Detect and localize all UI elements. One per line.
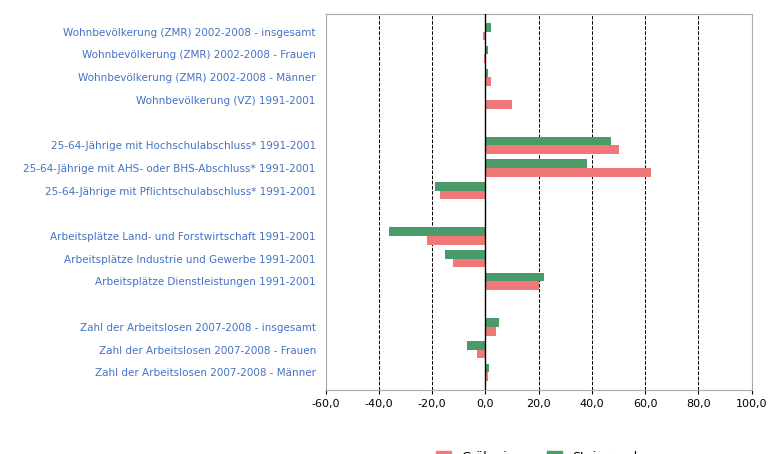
Bar (485, 46, 488, 54)
Bar (485, 159, 587, 168)
Bar (389, 227, 485, 236)
Bar (485, 364, 489, 372)
Bar (446, 250, 485, 259)
Bar (477, 350, 485, 358)
Bar (483, 32, 485, 40)
Bar (485, 77, 491, 86)
Bar (435, 182, 485, 191)
Bar (485, 23, 491, 32)
Bar (485, 137, 611, 145)
Bar (485, 273, 544, 281)
Bar (485, 372, 488, 381)
Bar (485, 318, 498, 327)
Bar (485, 168, 650, 177)
Bar (440, 191, 485, 199)
Bar (484, 54, 485, 63)
Legend: Gröbming, Steiermark: Gröbming, Steiermark (431, 446, 646, 454)
Bar (453, 259, 485, 267)
Bar (467, 341, 485, 350)
Bar (427, 236, 485, 245)
Bar (485, 145, 618, 154)
Bar (485, 100, 512, 109)
Bar (485, 327, 496, 336)
Bar (485, 69, 488, 77)
Bar (485, 281, 539, 290)
